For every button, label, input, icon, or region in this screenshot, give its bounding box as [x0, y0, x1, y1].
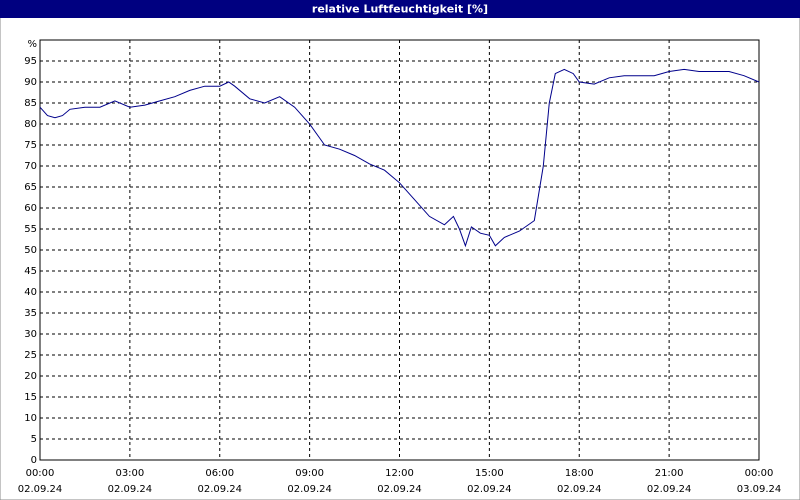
- x-tick-label: 00:00: [26, 468, 55, 479]
- x-tick-date: 02.09.24: [467, 484, 512, 495]
- plot-frame: [39, 39, 760, 461]
- data-line: [39, 68, 760, 248]
- x-tick-date: 03.09.24: [737, 484, 782, 495]
- x-tick-label: 00:00: [745, 468, 774, 479]
- x-tick-date: 02.09.24: [18, 484, 63, 495]
- y-tick-label: 0: [31, 455, 37, 466]
- x-tick-label: 15:00: [475, 468, 504, 479]
- x-tick-date: 02.09.24: [647, 484, 692, 495]
- chart-title: relative Luftfeuchtigkeit [%]: [312, 3, 488, 16]
- y-tick-label: 85: [24, 98, 37, 109]
- y-tick-label: 45: [24, 266, 37, 277]
- y-tick-label: 65: [24, 182, 37, 193]
- y-tick-label: 75: [24, 140, 37, 151]
- x-tick-label: 06:00: [205, 468, 234, 479]
- x-tick-date: 02.09.24: [287, 484, 332, 495]
- title-bar: [0, 0, 800, 18]
- y-tick-label: 60: [24, 203, 37, 214]
- y-tick-label: 55: [24, 224, 37, 235]
- y-tick-label: 50: [24, 245, 37, 256]
- y-tick-label: 90: [24, 77, 37, 88]
- y-tick-label: 35: [24, 308, 37, 319]
- y-tick-label: 15: [24, 392, 37, 403]
- y-tick-label: 25: [24, 350, 37, 361]
- x-tick-label: 12:00: [385, 468, 414, 479]
- y-unit: %: [27, 39, 37, 50]
- y-tick-label: 40: [24, 287, 37, 298]
- y-tick-label: 70: [24, 161, 37, 172]
- y-tick-label: 30: [24, 329, 37, 340]
- x-tick-label: 03:00: [115, 468, 144, 479]
- y-tick-label: 5: [31, 434, 37, 445]
- x-tick-date: 02.09.24: [377, 484, 422, 495]
- y-tick-label: 95: [24, 56, 37, 67]
- x-tick-date: 02.09.24: [108, 484, 153, 495]
- y-tick-label: 10: [24, 413, 37, 424]
- y-tick-label: 20: [24, 371, 37, 382]
- y-tick-label: 80: [24, 119, 37, 130]
- x-tick-label: 09:00: [295, 468, 324, 479]
- x-tick-label: 18:00: [565, 468, 594, 479]
- x-tick-date: 02.09.24: [557, 484, 602, 495]
- x-tick-label: 21:00: [655, 468, 684, 479]
- x-tick-date: 02.09.24: [197, 484, 242, 495]
